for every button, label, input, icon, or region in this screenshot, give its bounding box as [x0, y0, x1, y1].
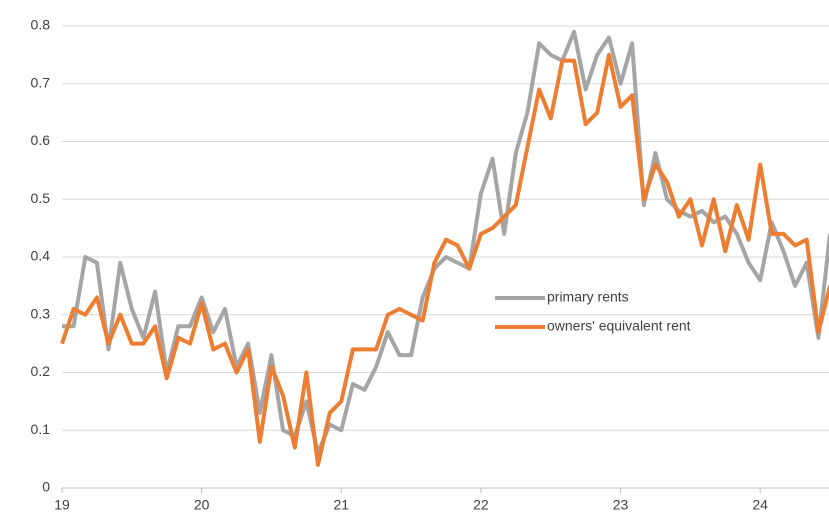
- y-tick-label: 0.1: [31, 421, 51, 437]
- x-tick-label: 21: [333, 497, 349, 513]
- series-line: [60, 52, 829, 467]
- y-tick-label: 0.3: [31, 305, 51, 321]
- legend-label: owners' equivalent rent: [547, 318, 691, 334]
- y-tick-label: 0.7: [31, 74, 51, 90]
- y-tick-label: 0.2: [31, 363, 51, 379]
- y-tick-label: 0.4: [31, 248, 51, 264]
- x-tick-label: 24: [752, 497, 768, 513]
- y-tick-label: 0.5: [31, 190, 51, 206]
- y-tick-label: 0.6: [31, 132, 51, 148]
- legend-label: primary rents: [547, 289, 629, 305]
- series-line: [62, 29, 829, 456]
- x-tick-label: 23: [613, 497, 629, 513]
- legend: primary rents owners' equivalent rent: [495, 289, 691, 334]
- x-tick-label: 22: [473, 497, 489, 513]
- x-tick-label: 19: [54, 497, 70, 513]
- x-tick-label: 20: [194, 497, 210, 513]
- y-tick-label: 0: [42, 479, 50, 495]
- y-tick-label: 0.8: [31, 17, 51, 33]
